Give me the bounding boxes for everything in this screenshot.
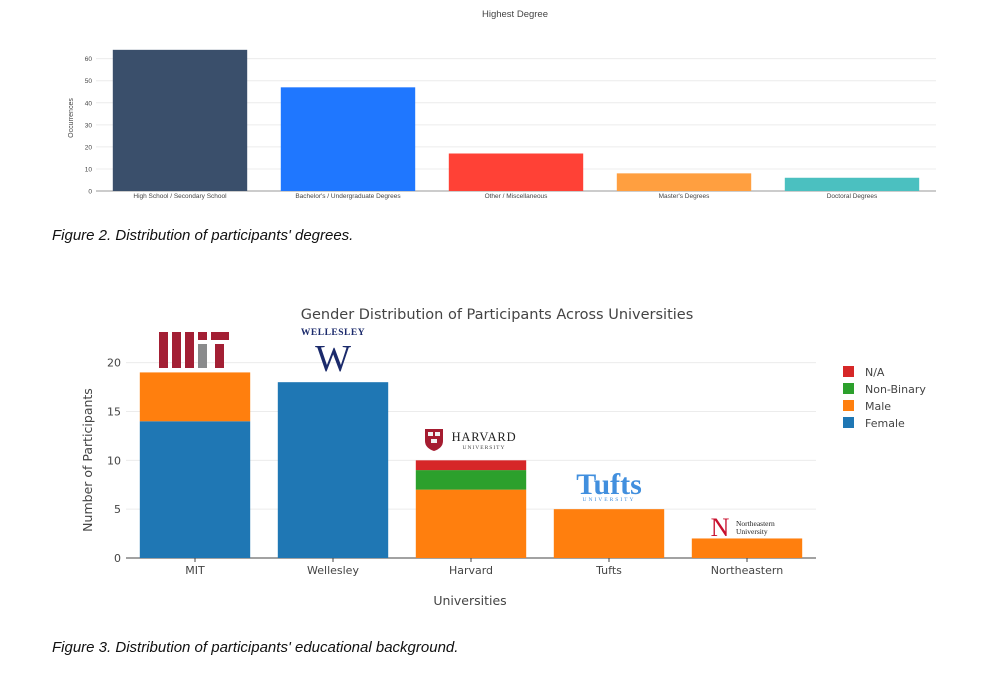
gender-chart-legend: N/A Non-Binary Male Female	[843, 366, 926, 430]
bar	[448, 153, 584, 191]
y-tick-label: 10	[107, 454, 121, 467]
gender-chart-x-ticks: MIT Wellesley Harvard Tufts Northeastern	[185, 558, 783, 577]
bar-segment	[139, 421, 251, 558]
svg-text:UNIVERSITY: UNIVERSITY	[463, 445, 506, 451]
bar	[112, 49, 248, 191]
svg-text:University: University	[736, 527, 768, 536]
y-tick-label: 50	[85, 78, 93, 85]
bar	[616, 173, 752, 191]
degree-chart-y-axis-label: Occurrences	[68, 98, 75, 138]
svg-text:WELLESLEY: WELLESLEY	[301, 328, 365, 338]
gender-chart-bars	[139, 372, 803, 558]
figure-2-caption: Figure 2. Distribution of participants' …	[52, 227, 354, 244]
svg-text:Tufts: Tufts	[576, 468, 642, 501]
bar-segment	[415, 470, 527, 490]
x-tick-label: Wellesley	[307, 564, 359, 577]
svg-text:HARVARD: HARVARD	[452, 430, 517, 444]
legend-label: Non-Binary	[865, 383, 926, 396]
svg-text:UNIVERSITY: UNIVERSITY	[583, 497, 636, 503]
legend-swatch	[843, 366, 854, 377]
x-tick-label: Master's Degrees	[659, 193, 710, 200]
gender-chart-y-axis-label: Number of Participants	[80, 388, 95, 532]
degree-chart-y-ticks: 0 10 20 30 40 50 60	[85, 56, 93, 195]
bar-segment	[415, 489, 527, 558]
degree-chart-x-ticks: High School / Secondary School Bachelor's…	[133, 193, 878, 200]
y-tick-label: 5	[114, 503, 121, 516]
harvard-logo: HARVARD UNIVERSITY	[425, 429, 516, 451]
figure-3-caption: Figure 3. Distribution of participants' …	[52, 639, 459, 656]
y-tick-label: 20	[107, 357, 121, 370]
x-tick-label: Doctoral Degrees	[827, 193, 878, 200]
degree-chart-title: Highest Degree	[482, 9, 548, 20]
bar-segment	[553, 509, 665, 558]
y-tick-label: 20	[85, 144, 93, 151]
svg-text:N: N	[711, 513, 730, 542]
gender-chart: Gender Distribution of Participants Acro…	[80, 307, 926, 608]
x-tick-label: Harvard	[449, 564, 493, 577]
gender-chart-y-ticks: 0 5 10 15 20	[107, 357, 121, 565]
legend-swatch	[843, 417, 854, 428]
bar-segment	[415, 460, 527, 471]
y-tick-label: 60	[85, 56, 93, 63]
svg-text:W: W	[315, 338, 351, 380]
x-tick-label: Northeastern	[711, 564, 783, 577]
x-tick-label: MIT	[185, 564, 205, 577]
wellesley-logo: WELLESLEY W	[301, 328, 365, 380]
bar-segment	[139, 372, 251, 422]
degree-chart: Highest Degree 0 10 20 30 40 50 60 High School…	[68, 9, 936, 200]
tufts-logo: Tufts UNIVERSITY	[576, 468, 642, 503]
y-tick-label: 15	[107, 405, 121, 418]
svg-text:Northeastern: Northeastern	[736, 519, 775, 528]
y-tick-label: 0	[88, 189, 92, 196]
degree-chart-bars	[112, 49, 920, 191]
x-tick-label: Other / Miscellaneous	[485, 193, 549, 200]
x-tick-label: Tufts	[595, 564, 622, 577]
mit-logo	[159, 332, 229, 368]
x-tick-label: Bachelor's / Undergraduate Degrees	[295, 193, 401, 200]
y-tick-label: 40	[85, 100, 93, 107]
y-tick-label: 10	[85, 166, 93, 173]
bar-segment	[277, 382, 389, 558]
bar-segment	[691, 538, 803, 558]
bar	[784, 177, 920, 191]
y-tick-label: 30	[85, 122, 93, 129]
y-tick-label: 0	[114, 552, 121, 565]
legend-label: N/A	[865, 366, 885, 379]
x-tick-label: High School / Secondary School	[133, 193, 227, 200]
gender-chart-title: Gender Distribution of Participants Acro…	[301, 307, 694, 323]
legend-label: Female	[865, 417, 905, 430]
gender-chart-x-axis-label: Universities	[433, 593, 506, 608]
legend-swatch	[843, 400, 854, 411]
legend-label: Male	[865, 400, 891, 413]
northeastern-logo: N Northeastern University	[711, 513, 775, 542]
legend-swatch	[843, 383, 854, 394]
bar	[280, 87, 416, 191]
